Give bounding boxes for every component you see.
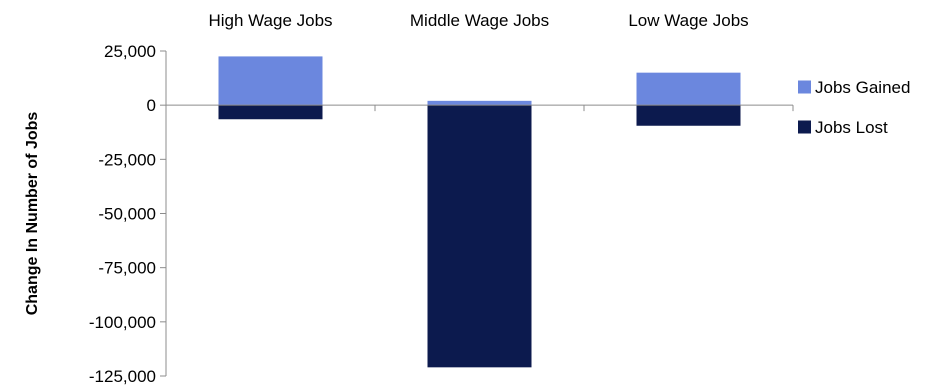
y-tick-label: -125,000 <box>89 367 156 386</box>
y-tick-label: 25,000 <box>104 42 156 61</box>
category-label: Middle Wage Jobs <box>410 11 549 30</box>
bar-jobs-gained <box>427 100 532 106</box>
y-axis-title: Change In Number of Jobs <box>24 112 41 316</box>
bar-jobs-lost <box>427 105 532 368</box>
category-label: Low Wage Jobs <box>628 11 748 30</box>
bars-layer <box>218 56 741 368</box>
bar-jobs-gained <box>636 72 741 106</box>
y-tick-label: -50,000 <box>98 205 156 224</box>
legend-swatch <box>798 120 811 134</box>
bar-jobs-lost <box>636 105 741 126</box>
category-label: High Wage Jobs <box>208 11 332 30</box>
legend: Jobs Gained Jobs Lost <box>798 78 910 137</box>
legend-label: Jobs Lost <box>815 118 888 137</box>
y-tick-label: -75,000 <box>98 259 156 278</box>
y-tick-label: -25,000 <box>98 150 156 169</box>
bar-jobs-gained <box>218 56 323 106</box>
y-tick-label: -100,000 <box>89 313 156 332</box>
legend-label: Jobs Gained <box>815 78 910 97</box>
y-ticks: 25,000 0 -25,000 -50,000 -75,000 -100,000 -125… <box>89 42 166 386</box>
legend-swatch <box>798 80 811 94</box>
category-labels: High Wage Jobs Middle Wage Jobs Low Wage J… <box>208 11 748 30</box>
bar-jobs-lost <box>218 105 323 120</box>
y-tick-label: 0 <box>147 96 156 115</box>
